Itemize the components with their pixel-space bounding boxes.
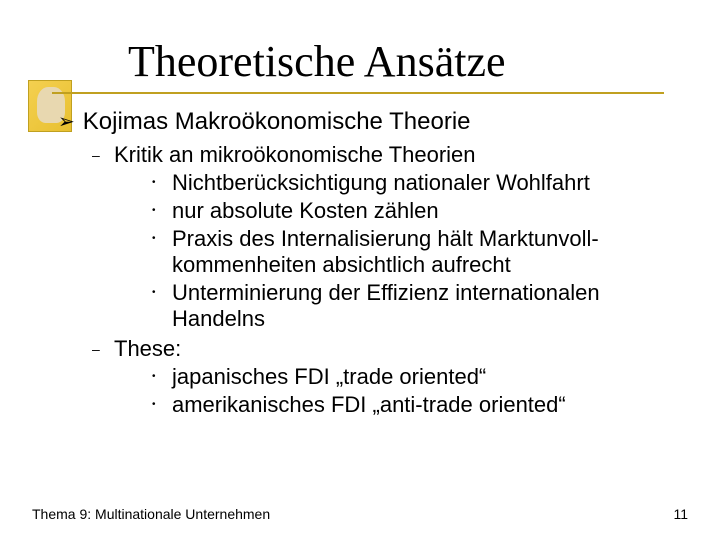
bullet-row: • japanisches FDI „trade oriented“ [152,364,680,390]
dot-icon: • [152,392,162,418]
bullet-text: japanisches FDI „trade oriented“ [172,364,486,390]
section-label: Kritik an mikroökonomische Theorien [114,142,476,168]
bullet-text: amerikanisches FDI „anti-trade oriented“ [172,392,566,418]
bullet-text: Praxis des Internalisierung hält Marktun… [172,226,680,278]
bullet-row: • Unterminierung der Effizienz internati… [152,280,680,332]
title-underline [52,92,664,94]
bullet-text: nur absolute Kosten zählen [172,198,439,224]
dot-icon: • [152,170,162,196]
page-number: 11 [673,506,688,522]
slide-title: Theoretische Ansätze [128,36,506,87]
dot-icon: • [152,280,162,332]
bullet-text: Nichtberücksichtigung nationaler Wohlfah… [172,170,590,196]
bullet-text: Unterminierung der Effizienz internation… [172,280,680,332]
heading-row: ➢ Kojimas Makroökonomische Theorie [58,108,680,136]
bullet-row: • Praxis des Internalisierung hält Markt… [152,226,680,278]
dot-icon: • [152,226,162,278]
bullet-row: • Nichtberücksichtigung nationaler Wohlf… [152,170,680,196]
section-row: – These: [92,336,680,362]
dash-icon: – [92,142,104,168]
dash-icon: – [92,336,104,362]
heading-text: Kojimas Makroökonomische Theorie [83,108,471,136]
slide-content: ➢ Kojimas Makroökonomische Theorie – Kri… [58,108,680,418]
chevron-icon: ➢ [58,108,75,136]
footer-topic: Thema 9: Multinationale Unternehmen [32,506,270,522]
section-label: These: [114,336,181,362]
bullet-row: • amerikanisches FDI „anti-trade oriente… [152,392,680,418]
section-row: – Kritik an mikroökonomische Theorien [92,142,680,168]
dot-icon: • [152,364,162,390]
bullet-row: • nur absolute Kosten zählen [152,198,680,224]
dot-icon: • [152,198,162,224]
